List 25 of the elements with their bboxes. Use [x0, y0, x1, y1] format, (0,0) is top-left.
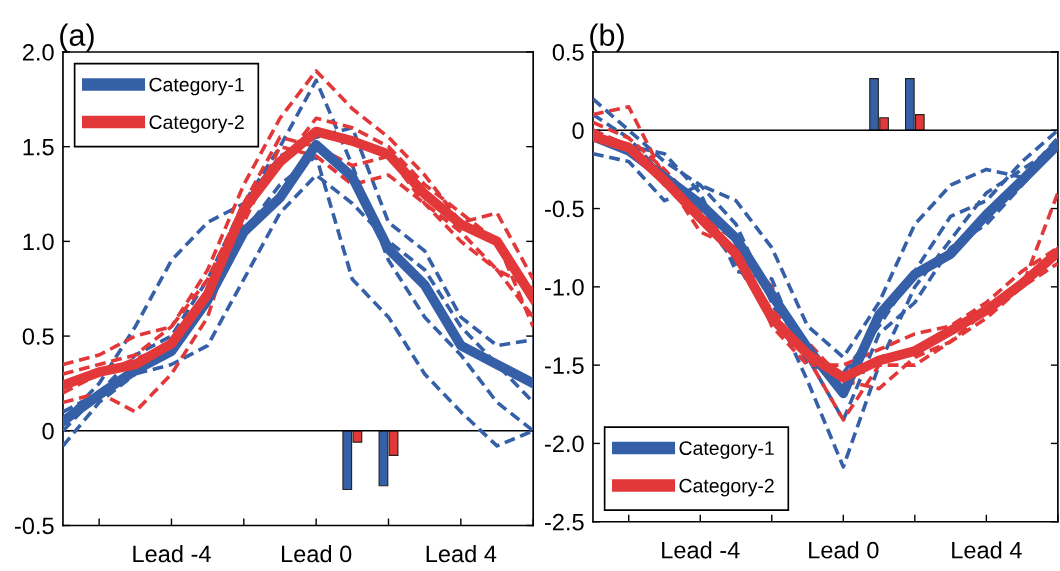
legend-label: Category-1 [679, 441, 774, 459]
y-tick-label: -2.0 [545, 435, 584, 453]
x-tick-label: Lead 0 [281, 544, 352, 563]
y-tick-label: 1.5 [23, 138, 54, 156]
legend-label: Category-2 [149, 115, 244, 133]
x-tick-label: Lead 0 [809, 541, 879, 559]
legend-label: Category-2 [679, 478, 774, 497]
y-tick-label: 2.0 [23, 44, 54, 61]
y-tick-label: 0 [572, 122, 584, 140]
x-tick-label: Lead 4 [426, 544, 497, 563]
y-tick-label: -1.5 [545, 357, 584, 374]
y-tick-label: -0.5 [545, 200, 584, 218]
chart-title: (a) [60, 23, 94, 52]
y-tick-label: -2.5 [545, 513, 584, 531]
y-tick-label: 0 [42, 422, 54, 440]
y-tick-label: -1.0 [545, 278, 584, 296]
chart-title: (b) [590, 23, 624, 52]
y-tick-label: 1.0 [23, 233, 54, 251]
x-tick-label: Lead 4 [952, 541, 1022, 559]
x-tick-label: Lead -4 [662, 541, 740, 559]
legend-label: Category-1 [149, 77, 244, 96]
y-tick-label: -0.5 [15, 517, 54, 535]
y-tick-label: 0.5 [552, 44, 584, 61]
y-tick-label: 0.5 [22, 328, 54, 345]
x-tick-label: Lead -4 [133, 544, 211, 563]
